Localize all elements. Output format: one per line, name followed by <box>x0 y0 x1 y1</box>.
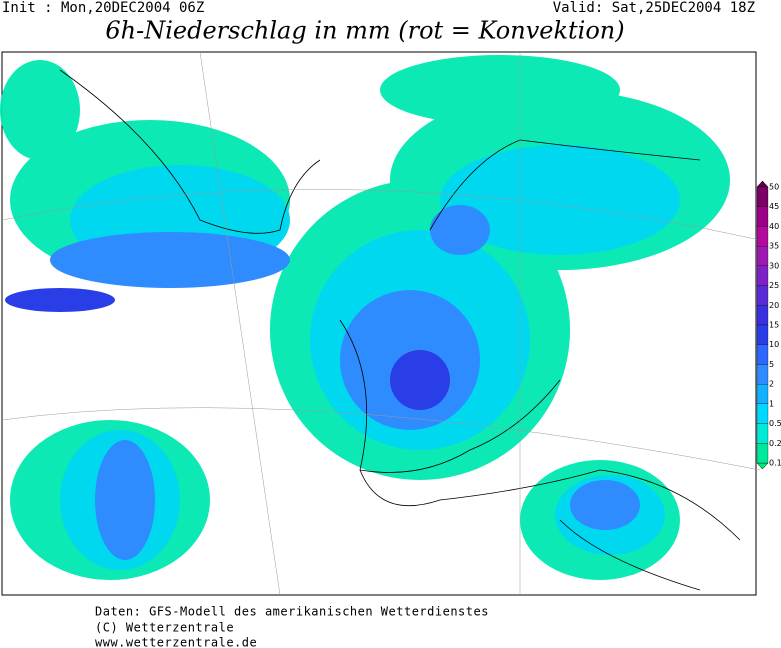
colorbar-label: 5 <box>769 360 774 369</box>
colorbar-label: 20 <box>769 301 779 310</box>
colorbar-segment <box>756 403 769 424</box>
init-time: Init : Mon,20DEC2004 06Z <box>2 0 204 16</box>
colorbar-label: 45 <box>769 202 779 211</box>
footer-copyright: (C) Wetterzentrale <box>95 621 234 635</box>
colorbar-label: 2 <box>769 380 774 389</box>
colorbar-segment <box>756 344 769 365</box>
colorbar-segment <box>756 443 769 464</box>
colorbar-segment <box>756 186 769 207</box>
map-title: 6h-Niederschlag in mm (rot = Konvektion) <box>105 17 624 45</box>
colorbar-segment <box>756 206 769 227</box>
colorbar-label: 10 <box>769 340 779 349</box>
colorbar-segment <box>756 226 769 247</box>
colorbar-label: 1 <box>769 399 774 408</box>
colorbar-segment <box>756 364 769 385</box>
colorbar-segment <box>756 265 769 286</box>
colorbar-label: 0.5 <box>769 419 781 428</box>
footer-source: Daten: GFS-Modell des amerikanischen Wet… <box>95 605 489 619</box>
colorbar-label: 40 <box>769 222 779 231</box>
colorbar-segment <box>756 285 769 306</box>
colorbar-segment <box>756 245 769 267</box>
colorbar-segment <box>756 305 769 326</box>
colorbar-label: 0.2 <box>769 439 781 448</box>
colorbar: 50 45 40 35 30 25 20 15 10 5 2 1 0.5 0.2 0.1 <box>756 180 781 470</box>
valid-time: Valid: Sat,25DEC2004 18Z <box>553 0 755 16</box>
colorbar-segment <box>756 324 769 345</box>
map-area <box>0 51 761 596</box>
colorbar-label: 25 <box>769 281 779 290</box>
colorbar-label: 0.1 <box>769 459 781 468</box>
colorbar-label: 30 <box>769 261 779 270</box>
footer-url: www.wetterzentrale.de <box>95 636 257 648</box>
colorbar-segment <box>756 383 769 405</box>
colorbar-label: 35 <box>769 242 779 251</box>
colorbar-segment <box>756 423 769 444</box>
colorbar-label: 50 <box>769 183 779 192</box>
colorbar-label: 15 <box>769 321 779 330</box>
